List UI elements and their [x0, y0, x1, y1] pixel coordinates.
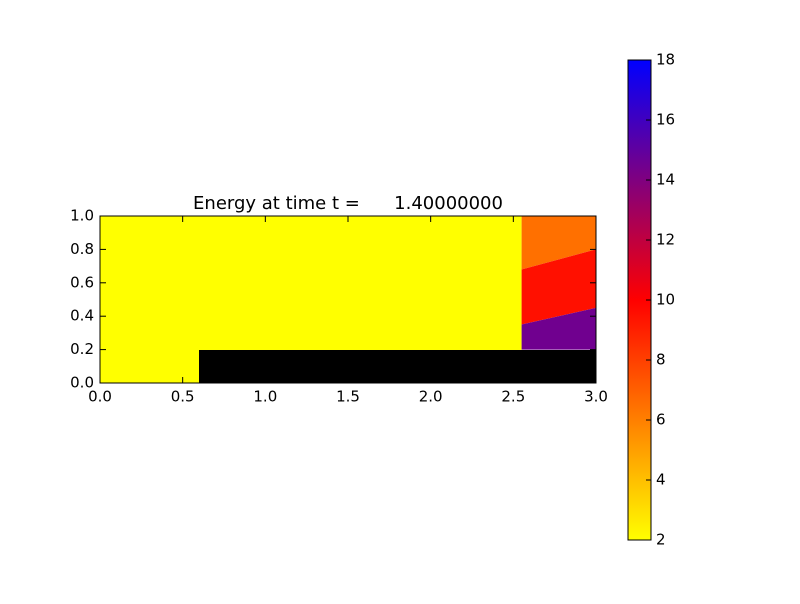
x-tick-label: 2.5 [501, 388, 525, 406]
x-tick-label: 2.0 [419, 388, 443, 406]
x-tick-label: 3.0 [584, 388, 608, 406]
x-tick-label: 0.0 [88, 388, 112, 406]
y-tick-label: 0.2 [70, 340, 94, 358]
y-tick-label: 0.6 [70, 273, 94, 291]
field-region [521, 307, 596, 350]
x-tick-label: 1.0 [253, 388, 277, 406]
colorbar-tick-label: 18 [656, 51, 675, 69]
chart-title: Energy at time t = 1.40000000 [193, 193, 503, 214]
y-tick-label: 0.8 [70, 240, 94, 258]
field-region [100, 216, 522, 383]
colorbar-tick-label: 2 [656, 531, 666, 549]
field-region [521, 216, 596, 270]
colorbar-tick-label: 10 [656, 291, 675, 309]
y-tick-label: 0.0 [70, 374, 94, 392]
colorbar-tick-label: 12 [656, 231, 675, 249]
colorbar-tick-label: 16 [656, 111, 675, 129]
plot-area [100, 216, 596, 383]
x-tick-label: 0.5 [171, 388, 195, 406]
field-region [521, 249, 596, 325]
colorbar-tick-label: 14 [656, 171, 675, 189]
colorbar-tick-label: 4 [656, 471, 666, 489]
x-tick-label: 1.5 [336, 388, 360, 406]
colorbar-tick-label: 8 [656, 351, 666, 369]
y-tick-label: 0.4 [70, 307, 94, 325]
y-tick-label: 1.0 [70, 207, 94, 225]
colorbar-tick-label: 6 [656, 411, 666, 429]
obstacle [199, 350, 596, 383]
